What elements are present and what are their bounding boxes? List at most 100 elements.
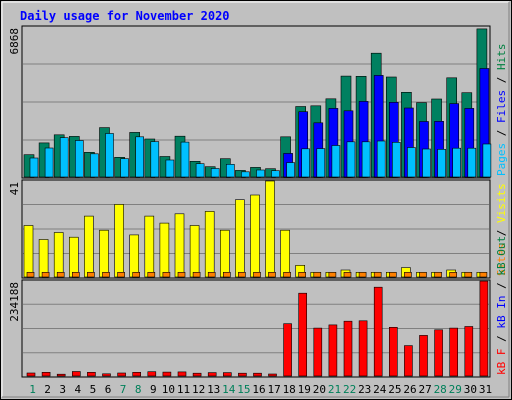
bar-kb-f-day-10 bbox=[162, 371, 172, 377]
bar-visits-day-2 bbox=[38, 239, 49, 278]
bar-visits-day-1 bbox=[23, 225, 34, 278]
chart-panels: 6868 Pages / Files / Hits 41 Sites / Visits… bbox=[8, 25, 508, 378]
x-tick-label: 19 bbox=[298, 383, 311, 396]
legend-separator: / bbox=[495, 329, 508, 349]
bar-visits-day-6 bbox=[99, 229, 109, 278]
x-tick-label: 4 bbox=[74, 383, 81, 396]
legend-entry: Sites bbox=[495, 243, 508, 276]
bar-kb-f-day-19 bbox=[298, 292, 308, 377]
bar-pages-day-24 bbox=[376, 140, 386, 178]
x-tick-label: 11 bbox=[177, 383, 190, 396]
bar-visits-day-4 bbox=[69, 236, 79, 278]
x-tick-label: 12 bbox=[192, 383, 205, 396]
bar-sites-day-25 bbox=[388, 271, 397, 278]
bar-kb-f-day-1 bbox=[26, 372, 36, 377]
y-max-label: 41 bbox=[8, 182, 21, 195]
x-axis-labels: 1 2 3 4 5 6 7 8 9 10 11 12 13 14 15 16 17 18 19 20 21 22 23 24 2… bbox=[29, 383, 492, 396]
bar-kb-f-day-9 bbox=[147, 371, 157, 377]
bar-pages-day-18 bbox=[286, 162, 295, 178]
bar-kb-f-day-31 bbox=[479, 280, 489, 377]
bar-sites-day-24 bbox=[373, 271, 382, 278]
legend-separator: / bbox=[495, 123, 508, 143]
bar-visits-day-11 bbox=[174, 213, 185, 278]
bar-pages-day-6 bbox=[105, 133, 114, 178]
legend-entry: Files bbox=[495, 90, 508, 123]
bar-pages-day-7 bbox=[120, 158, 129, 178]
bar-pages-day-12 bbox=[195, 163, 205, 178]
bar-pages-day-10 bbox=[165, 159, 175, 178]
x-tick-label: 2 bbox=[44, 383, 51, 396]
x-tick-label: 16 bbox=[252, 383, 265, 396]
legend-entry: kB In bbox=[495, 296, 508, 329]
x-tick-label: 26 bbox=[403, 383, 416, 396]
bar-sites-day-3 bbox=[56, 271, 65, 278]
bar-kb-f-day-23 bbox=[358, 320, 368, 377]
x-tick-label: 25 bbox=[388, 383, 401, 396]
bar-visits-day-16 bbox=[250, 194, 260, 278]
bar-pages-day-28 bbox=[437, 149, 446, 178]
bar-pages-day-29 bbox=[452, 147, 462, 178]
bar-pages-day-3 bbox=[59, 137, 69, 178]
bar-visits-day-10 bbox=[159, 222, 170, 278]
bar-sites-day-31 bbox=[479, 271, 488, 278]
bar-pages-day-8 bbox=[135, 136, 144, 178]
bar-pages-day-5 bbox=[90, 153, 99, 178]
x-tick-label: 18 bbox=[283, 383, 296, 396]
bar-visits-day-14 bbox=[220, 229, 230, 278]
legend-entry: Pages bbox=[495, 143, 508, 176]
bar-visits-day-15 bbox=[235, 199, 245, 278]
bar-kb-f-day-5 bbox=[87, 371, 96, 377]
y-max-label: 6868 bbox=[8, 28, 21, 55]
bar-pages-day-17 bbox=[271, 170, 280, 178]
bar-sites-day-6 bbox=[102, 271, 110, 278]
legend-entry: kB F bbox=[495, 349, 508, 376]
bar-sites-day-27 bbox=[419, 271, 427, 278]
x-tick-label: 28 bbox=[434, 383, 447, 396]
bar-sites-day-14 bbox=[223, 271, 231, 278]
bar-pages-day-13 bbox=[210, 168, 220, 178]
bar-visits-day-13 bbox=[204, 211, 215, 278]
x-tick-label: 10 bbox=[162, 383, 175, 396]
chart-title: Daily usage for November 2020 bbox=[20, 9, 230, 23]
bar-sites-day-15 bbox=[238, 271, 246, 278]
x-tick-label: 27 bbox=[418, 383, 431, 396]
bar-sites-day-1 bbox=[26, 271, 35, 278]
bar-kb-f-day-21 bbox=[328, 324, 338, 377]
y-max-label: 234188 bbox=[8, 282, 21, 322]
bar-kb-f-day-6 bbox=[102, 373, 111, 377]
bar-kb-f-day-12 bbox=[192, 372, 202, 377]
bar-visits-day-18 bbox=[280, 229, 290, 278]
bar-kb-f-day-24 bbox=[373, 286, 383, 377]
bar-kb-f-day-18 bbox=[283, 323, 292, 377]
bar-kb-f-day-26 bbox=[404, 345, 413, 377]
x-tick-label: 15 bbox=[237, 383, 250, 396]
bar-sites-day-19 bbox=[298, 271, 307, 278]
bar-sites-day-30 bbox=[464, 271, 473, 278]
legend-separator: / bbox=[495, 276, 508, 296]
bar-kb-f-day-17 bbox=[268, 373, 277, 377]
bar-kb-f-day-30 bbox=[464, 326, 474, 377]
bar-pages-day-23 bbox=[361, 141, 371, 178]
x-tick-label: 29 bbox=[449, 383, 462, 396]
bar-pages-day-31 bbox=[482, 143, 492, 178]
bars bbox=[23, 180, 488, 278]
legend-separator: / bbox=[495, 223, 508, 243]
bar-sites-day-13 bbox=[207, 271, 216, 278]
bar-sites-day-29 bbox=[449, 271, 458, 278]
bar-pages-day-27 bbox=[422, 148, 431, 178]
bar-kb-f-day-27 bbox=[419, 335, 428, 377]
bar-sites-day-7 bbox=[117, 271, 125, 278]
bar-sites-day-9 bbox=[147, 271, 156, 278]
bar-sites-day-28 bbox=[434, 271, 442, 278]
panel-hits-files-pages: 6868 Pages / Files / Hits bbox=[8, 25, 508, 179]
legend-separator: / bbox=[495, 70, 508, 90]
x-tick-label: 8 bbox=[135, 383, 142, 396]
x-tick-label: 7 bbox=[120, 383, 127, 396]
bar-pages-day-25 bbox=[391, 142, 401, 178]
bar-kb-f-day-15 bbox=[238, 372, 247, 377]
bar-kb-f-day-29 bbox=[449, 327, 459, 377]
bar-kb-f-day-14 bbox=[223, 372, 232, 377]
bar-pages-day-19 bbox=[301, 148, 311, 178]
bar-visits-day-8 bbox=[129, 234, 139, 278]
bar-pages-day-15 bbox=[241, 171, 250, 178]
